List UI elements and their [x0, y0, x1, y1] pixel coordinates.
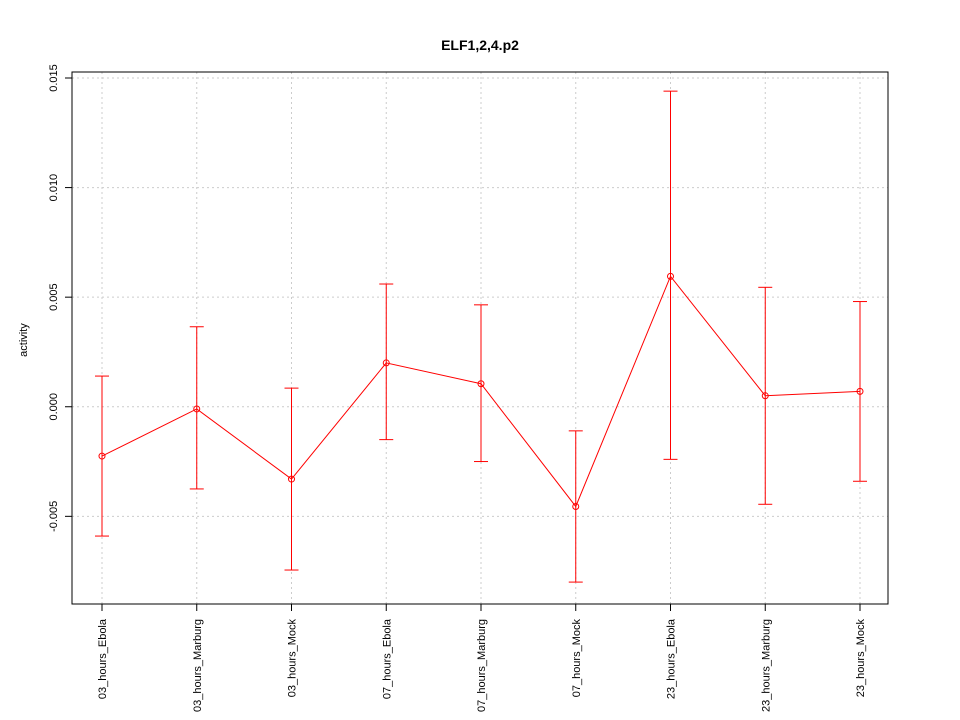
x-tick-label: 23_hours_Ebola	[666, 618, 678, 699]
data-point	[572, 502, 580, 510]
x-tick-label: 03_hours_Mock	[287, 619, 299, 698]
axes: -0.005 0.000 0.005 0.010 0.015 03_hours_Ebola…	[48, 64, 867, 712]
data-point	[667, 272, 674, 280]
chart-title: ELF1,2,4.p2	[441, 37, 519, 53]
y-tick-label: 0.000	[48, 393, 60, 421]
data-point	[856, 387, 864, 395]
x-tick-label: 07_hours_Marburg	[476, 619, 488, 712]
x-tick-label: 07_hours_Ebola	[381, 618, 393, 699]
data-point	[761, 392, 769, 400]
y-tick-label: 0.005	[48, 283, 60, 311]
y-tick-label: -0.005	[48, 501, 60, 532]
data-point	[288, 475, 295, 483]
data-point	[193, 405, 201, 413]
data-point	[98, 452, 106, 460]
plot-frame	[71, 71, 889, 605]
x-tick-label: 07_hours_Mock	[571, 619, 583, 698]
x-tick-label: 03_hours_Marburg	[192, 619, 204, 712]
data-point	[382, 359, 390, 367]
x-tick-label: 03_hours_Ebola	[97, 618, 109, 699]
x-tick-label: 23_hours_Marburg	[760, 619, 772, 712]
x-tick-label: 23_hours_Mock	[855, 619, 867, 698]
y-axis-label: activity	[18, 323, 30, 357]
series-line	[101, 275, 861, 508]
y-tick-label: 0.010	[48, 174, 60, 202]
series	[95, 90, 867, 583]
data-point	[477, 380, 485, 388]
y-tick-label: 0.015	[48, 64, 60, 92]
